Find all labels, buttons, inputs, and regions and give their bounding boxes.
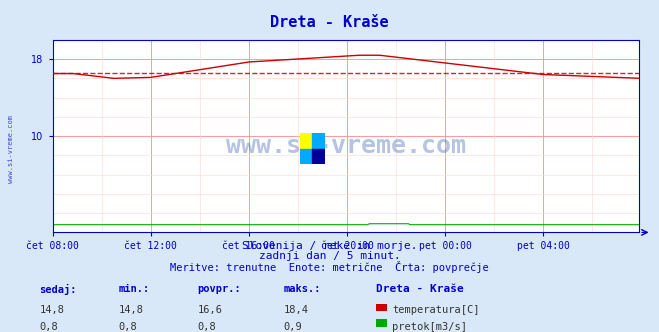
Text: Meritve: trenutne  Enote: metrične  Črta: povprečje: Meritve: trenutne Enote: metrične Črta: … [170,261,489,273]
Bar [300,133,312,148]
Bar [312,133,325,148]
Text: www.si-vreme.com: www.si-vreme.com [8,116,14,183]
Text: min.:: min.: [119,284,150,294]
Text: 0,9: 0,9 [283,322,302,332]
Text: pretok[m3/s]: pretok[m3/s] [392,322,467,332]
Text: temperatura[C]: temperatura[C] [392,305,480,315]
Text: 14,8: 14,8 [119,305,144,315]
Text: Dreta - Kraše: Dreta - Kraše [270,15,389,30]
Text: zadnji dan / 5 minut.: zadnji dan / 5 minut. [258,251,401,261]
Bar [312,148,325,164]
Text: povpr.:: povpr.: [198,284,241,294]
Bar [300,148,312,164]
Text: Dreta - Kraše: Dreta - Kraše [376,284,463,294]
Text: 18,4: 18,4 [283,305,308,315]
Text: 14,8: 14,8 [40,305,65,315]
Text: 0,8: 0,8 [40,322,58,332]
Text: www.si-vreme.com: www.si-vreme.com [226,134,466,158]
Text: 0,8: 0,8 [198,322,216,332]
Text: 0,8: 0,8 [119,322,137,332]
Text: 16,6: 16,6 [198,305,223,315]
Text: Slovenija / reke in morje.: Slovenija / reke in morje. [242,241,417,251]
Text: sedaj:: sedaj: [40,284,77,295]
Text: maks.:: maks.: [283,284,321,294]
